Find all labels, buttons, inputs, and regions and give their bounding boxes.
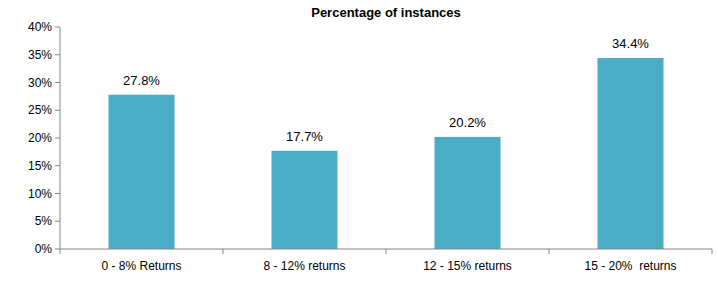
- y-tick-label: 35%: [28, 48, 52, 62]
- x-tick-label: 12 - 15% returns: [423, 259, 512, 273]
- y-tick: [55, 110, 60, 111]
- bar: [272, 151, 338, 249]
- y-tick: [55, 193, 60, 194]
- y-tick: [55, 82, 60, 83]
- y-tick: [55, 54, 60, 55]
- x-tick: [386, 249, 387, 254]
- x-tick-label: 8 - 12% returns: [263, 259, 345, 273]
- title: Percentage of instances: [311, 5, 461, 20]
- y-axis: [60, 27, 61, 249]
- y-tick-label: 15%: [28, 159, 52, 173]
- data-label: 27.8%: [123, 73, 160, 88]
- x-tick: [60, 249, 61, 254]
- chart: Percentage of instances 0% 5% 10% 15% 20% 25% 3…: [0, 0, 718, 282]
- data-label: 20.2%: [449, 115, 486, 130]
- x-tick: [549, 249, 550, 254]
- y-tick: [55, 249, 60, 250]
- x-tick-label: 15 - 20% returns: [584, 259, 676, 273]
- y-tick: [55, 138, 60, 139]
- x-tick-label: 0 - 8% Returns: [101, 259, 181, 273]
- data-label: 34.4%: [612, 36, 649, 51]
- y-tick-label: 30%: [28, 76, 52, 90]
- bars: [109, 58, 664, 249]
- y-tick-label: 25%: [28, 103, 52, 117]
- y-tick-label: 40%: [28, 20, 52, 34]
- data-label: 17.7%: [286, 129, 323, 144]
- y-tick-label: 20%: [28, 131, 52, 145]
- bar: [598, 58, 664, 249]
- y-tick-label: 5%: [35, 214, 53, 228]
- y-tick: [55, 165, 60, 166]
- x-tick: [712, 249, 713, 254]
- bar: [109, 95, 175, 249]
- y-tick: [55, 221, 60, 222]
- y-tick-label: 0%: [35, 242, 53, 256]
- bar: [435, 137, 501, 249]
- y-tick: [55, 27, 60, 28]
- x-tick: [223, 249, 224, 254]
- y-tick-label: 10%: [28, 187, 52, 201]
